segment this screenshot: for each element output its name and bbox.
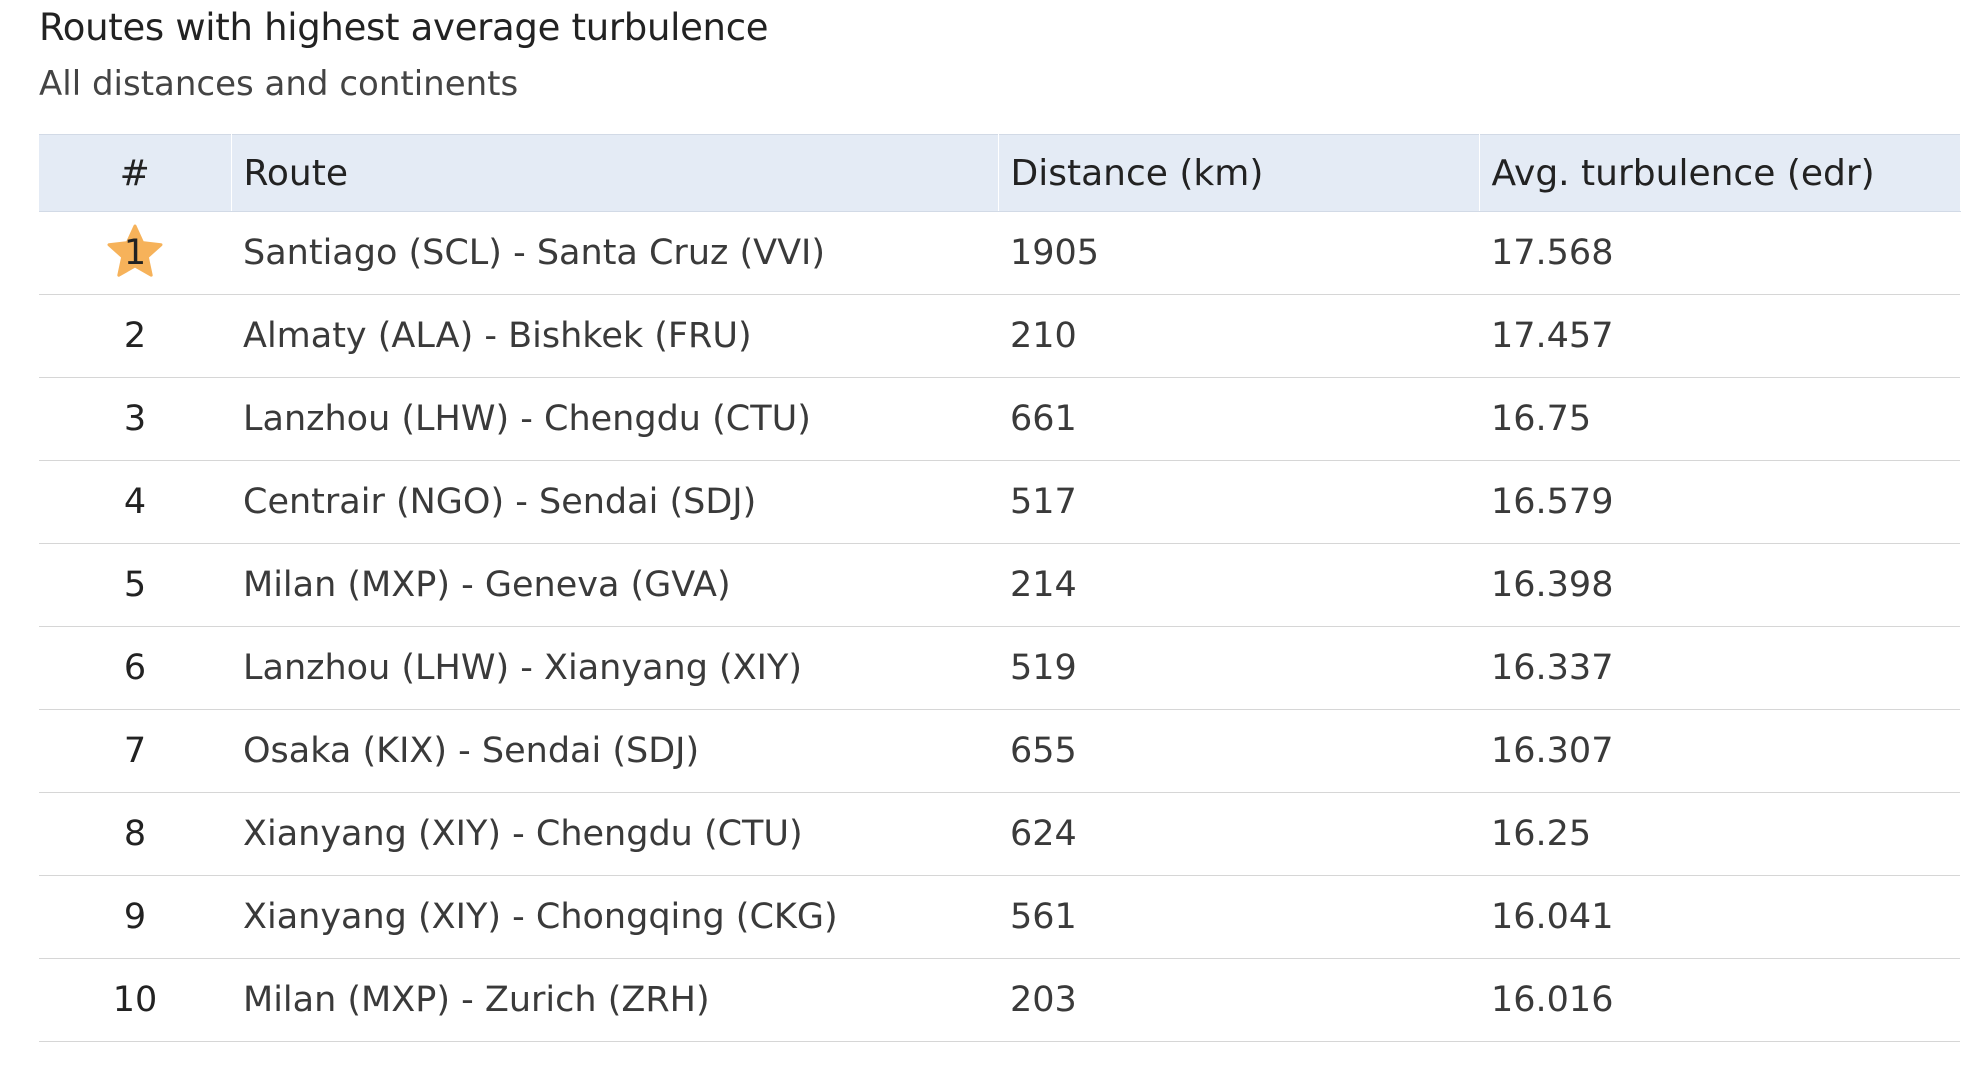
- rank-cell: 2: [39, 294, 231, 378]
- routes-table: # Route Distance (km) Avg. turbulence (e…: [39, 134, 1961, 1042]
- rank-number: 10: [112, 980, 158, 1020]
- rank-cell: 1: [39, 211, 231, 295]
- turbulence-cell: 17.568: [1479, 211, 1960, 295]
- route-cell: Xianyang (XIY) - Chongqing (CKG): [231, 875, 998, 959]
- rank-cell: 7: [39, 709, 231, 793]
- table-row: 9 Xianyang (XIY) - Chongqing (CKG) 561 16.0…: [39, 875, 1960, 959]
- table-row: 4 Centrair (NGO) - Sendai (SDJ) 517 16.579: [39, 460, 1960, 544]
- table-row: 1 Santiago (SCL) - Santa Cruz (VVI) 1905 17…: [39, 211, 1960, 295]
- table-header-row: # Route Distance (km) Avg. turbulence (e…: [39, 134, 1961, 212]
- table-row: 8 Xianyang (XIY) - Chengdu (CTU) 624 16.25: [39, 792, 1960, 876]
- turbulence-cell: 16.337: [1479, 626, 1960, 710]
- rank-cell: 4: [39, 460, 231, 544]
- table-row: 2 Almaty (ALA) - Bishkek (FRU) 210 17.457: [39, 294, 1960, 378]
- distance-cell: 214: [998, 543, 1479, 627]
- table-row: 3 Lanzhou (LHW) - Chengdu (CTU) 661 16.75: [39, 377, 1960, 461]
- page-subtitle: All distances and continents: [39, 64, 519, 104]
- top-rank-badge: 1: [105, 223, 165, 283]
- page-title: Routes with highest average turbulence: [39, 6, 769, 49]
- distance-cell: 561: [998, 875, 1479, 959]
- rank-number: 9: [123, 897, 147, 937]
- route-cell: Osaka (KIX) - Sendai (SDJ): [231, 709, 998, 793]
- rank-number: 7: [123, 731, 147, 771]
- rank-cell: 9: [39, 875, 231, 959]
- rank-cell: 10: [39, 958, 231, 1042]
- route-cell: Milan (MXP) - Geneva (GVA): [231, 543, 998, 627]
- distance-cell: 210: [998, 294, 1479, 378]
- table-row: 10 Milan (MXP) - Zurich (ZRH) 203 16.016: [39, 958, 1960, 1042]
- table-row: 7 Osaka (KIX) - Sendai (SDJ) 655 16.307: [39, 709, 1960, 793]
- star-icon: [107, 224, 163, 277]
- route-cell: Centrair (NGO) - Sendai (SDJ): [231, 460, 998, 544]
- route-cell: Lanzhou (LHW) - Xianyang (XIY): [231, 626, 998, 710]
- column-header-turbulence: Avg. turbulence (edr): [1479, 134, 1961, 212]
- turbulence-cell: 16.75: [1479, 377, 1960, 461]
- rank-cell: 8: [39, 792, 231, 876]
- route-cell: Xianyang (XIY) - Chengdu (CTU): [231, 792, 998, 876]
- rank-cell: 6: [39, 626, 231, 710]
- column-header-rank: #: [39, 134, 232, 212]
- table-row: 5 Milan (MXP) - Geneva (GVA) 214 16.398: [39, 543, 1960, 627]
- rank-number: 4: [123, 482, 147, 522]
- route-cell: Milan (MXP) - Zurich (ZRH): [231, 958, 998, 1042]
- distance-cell: 661: [998, 377, 1479, 461]
- route-cell: Santiago (SCL) - Santa Cruz (VVI): [231, 211, 998, 295]
- rank-number: 3: [123, 399, 147, 439]
- column-header-distance: Distance (km): [998, 134, 1480, 212]
- column-header-route: Route: [231, 134, 999, 212]
- rank-cell: 3: [39, 377, 231, 461]
- table-header: # Route Distance (km) Avg. turbulence (e…: [39, 134, 1961, 212]
- turbulence-cell: 16.041: [1479, 875, 1960, 959]
- rank-cell: 5: [39, 543, 231, 627]
- turbulence-cell: 16.307: [1479, 709, 1960, 793]
- turbulence-cell: 17.457: [1479, 294, 1960, 378]
- distance-cell: 655: [998, 709, 1479, 793]
- table-row: 6 Lanzhou (LHW) - Xianyang (XIY) 519 16.337: [39, 626, 1960, 710]
- turbulence-cell: 16.25: [1479, 792, 1960, 876]
- rank-number: 8: [123, 814, 147, 854]
- distance-cell: 624: [998, 792, 1479, 876]
- rank-number: 6: [123, 648, 147, 688]
- route-cell: Lanzhou (LHW) - Chengdu (CTU): [231, 377, 998, 461]
- rank-number: 2: [123, 316, 147, 356]
- distance-cell: 517: [998, 460, 1479, 544]
- distance-cell: 519: [998, 626, 1479, 710]
- rank-number: 5: [123, 565, 147, 605]
- turbulence-cell: 16.016: [1479, 958, 1960, 1042]
- distance-cell: 1905: [998, 211, 1479, 295]
- turbulence-cell: 16.579: [1479, 460, 1960, 544]
- route-cell: Almaty (ALA) - Bishkek (FRU): [231, 294, 998, 378]
- rank-number: 1: [123, 233, 147, 273]
- distance-cell: 203: [998, 958, 1479, 1042]
- turbulence-cell: 16.398: [1479, 543, 1960, 627]
- table-body: 1 Santiago (SCL) - Santa Cruz (VVI) 1905 17…: [39, 211, 1960, 1042]
